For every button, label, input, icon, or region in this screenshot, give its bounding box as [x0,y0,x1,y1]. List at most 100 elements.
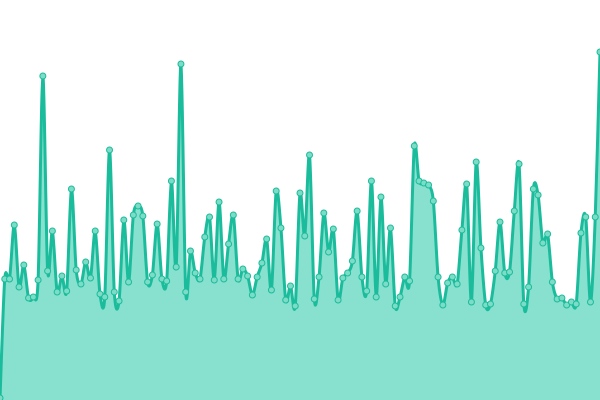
data-point-90 [425,181,433,189]
data-point-28 [129,211,137,219]
data-point-121 [572,300,580,308]
data-point-2 [6,275,14,283]
data-point-12 [53,288,61,296]
data-point-14 [63,287,71,295]
data-point-96 [453,280,461,288]
data-point-116 [548,278,556,286]
data-point-74 [348,257,356,265]
data-point-109 [515,160,523,168]
data-point-70 [329,225,337,233]
data-point-110 [520,300,528,308]
data-point-58 [272,187,280,195]
data-point-62 [291,302,299,310]
data-point-85 [401,273,409,281]
data-point-26 [120,216,128,224]
data-point-72 [339,274,347,282]
data-point-44 [206,213,214,221]
data-point-87 [410,142,418,150]
data-point-43 [201,233,209,241]
data-point-39 [182,288,190,296]
data-point-81 [382,280,390,288]
data-point-108 [510,207,518,215]
data-point-59 [277,224,285,232]
data-point-71 [334,296,342,304]
data-point-82 [386,224,394,232]
data-point-112 [529,185,537,193]
data-point-80 [377,193,385,201]
data-point-3 [10,221,18,229]
data-point-31 [144,278,152,286]
data-point-51 [239,265,247,273]
data-point-79 [372,293,380,301]
data-point-16 [72,266,80,274]
data-point-8 [34,276,42,284]
data-point-94 [444,279,452,287]
data-point-17 [77,280,85,288]
data-point-50 [234,275,242,283]
data-point-107 [506,268,514,276]
data-point-22 [101,293,109,301]
data-point-23 [106,146,114,154]
data-point-57 [267,286,275,294]
data-point-92 [434,273,442,281]
data-point-77 [363,287,371,295]
data-point-73 [344,269,352,277]
data-point-91 [429,197,437,205]
data-point-54 [253,273,261,281]
data-point-118 [558,294,566,302]
data-point-52 [244,272,252,280]
data-point-124 [586,298,594,306]
data-point-101 [477,244,485,252]
data-point-7 [29,293,37,301]
data-point-105 [496,218,504,226]
data-point-35 [163,277,171,285]
data-point-75 [353,207,361,215]
data-point-83 [391,302,399,310]
data-point-76 [358,273,366,281]
data-point-97 [458,226,466,234]
data-point-40 [186,247,194,255]
data-point-18 [82,258,90,266]
data-point-66 [310,295,318,303]
data-point-41 [191,269,199,277]
data-point-100 [472,158,480,166]
data-point-67 [315,273,323,281]
data-point-64 [301,232,309,240]
data-point-95 [448,273,456,281]
data-point-46 [215,198,223,206]
data-point-5 [20,261,28,269]
data-point-49 [229,211,237,219]
data-point-30 [139,212,147,220]
data-point-78 [367,177,375,185]
data-point-20 [91,227,99,235]
data-point-60 [282,296,290,304]
data-point-0 [0,394,4,400]
data-point-56 [263,235,271,243]
data-point-115 [544,230,552,238]
data-point-24 [110,288,118,296]
data-point-114 [539,239,547,247]
data-point-122 [577,229,585,237]
data-point-48 [225,240,233,248]
data-point-103 [486,300,494,308]
data-point-13 [58,272,66,280]
data-point-10 [44,267,52,275]
data-point-63 [296,189,304,197]
data-point-19 [86,274,94,282]
data-point-47 [220,275,228,283]
area-fill [0,52,600,400]
data-point-45 [210,276,218,284]
data-point-98 [463,180,471,188]
data-point-25 [115,297,123,305]
data-point-111 [525,283,533,291]
data-point-11 [48,227,56,235]
data-point-32 [148,271,156,279]
data-point-68 [320,209,328,217]
data-point-123 [582,213,590,221]
data-point-29 [134,202,142,210]
data-point-93 [439,301,447,309]
data-point-126 [596,48,600,56]
series-line [0,51,600,399]
data-point-65 [306,151,314,159]
